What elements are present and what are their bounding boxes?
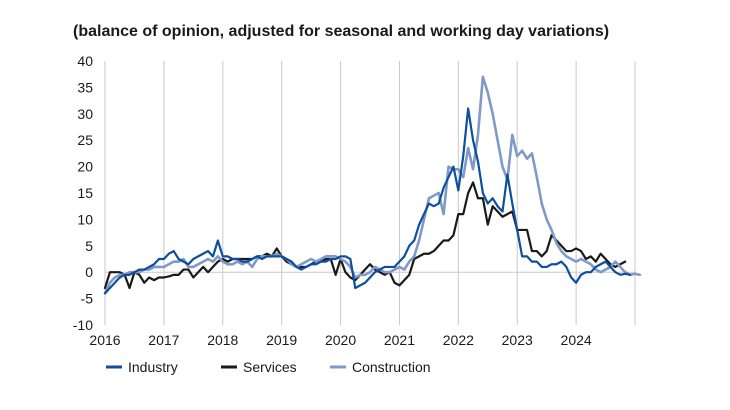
y-tick-labels: -10 -5 0 5 10 15 20 25 30 35 40 xyxy=(73,53,93,333)
y-tick-label: -10 xyxy=(73,317,93,333)
y-tick-label: 5 xyxy=(85,238,93,254)
y-tick-label: 15 xyxy=(77,185,93,201)
y-tick-label: 40 xyxy=(77,53,93,69)
series-layer xyxy=(103,75,642,295)
chart-title: (balance of opinion, adjusted for season… xyxy=(73,23,609,40)
x-tick-label: 2018 xyxy=(207,332,238,348)
y-tick-label: -5 xyxy=(81,291,94,307)
x-tick-label: 2017 xyxy=(148,332,179,348)
y-tick-label: 35 xyxy=(77,79,93,95)
legend-label-industry: Industry xyxy=(128,359,178,375)
y-tick-label: 30 xyxy=(77,106,93,122)
series-line-industry xyxy=(103,107,632,295)
legend-label-services: Services xyxy=(243,359,297,375)
legend-label-construction: Construction xyxy=(352,359,431,375)
x-tick-label: 2024 xyxy=(561,332,592,348)
y-tick-label: 20 xyxy=(77,159,93,175)
legend: Industry Services Construction xyxy=(106,359,431,375)
x-tick-label: 2016 xyxy=(89,332,120,348)
grid-layer xyxy=(104,61,636,325)
x-tick-label: 2019 xyxy=(266,332,297,348)
x-tick-label: 2022 xyxy=(443,332,474,348)
x-tick-labels: 2016 2017 2018 2019 2020 2021 2022 2023 2024 xyxy=(89,332,591,348)
x-tick-label: 2023 xyxy=(502,332,533,348)
y-tick-label: 0 xyxy=(85,264,93,280)
x-tick-label: 2021 xyxy=(384,332,415,348)
y-tick-label: 25 xyxy=(77,132,93,148)
series-line-construction xyxy=(103,75,642,295)
series-line-services xyxy=(103,181,627,290)
y-tick-label: 10 xyxy=(77,211,93,227)
x-tick-label: 2020 xyxy=(325,332,356,348)
